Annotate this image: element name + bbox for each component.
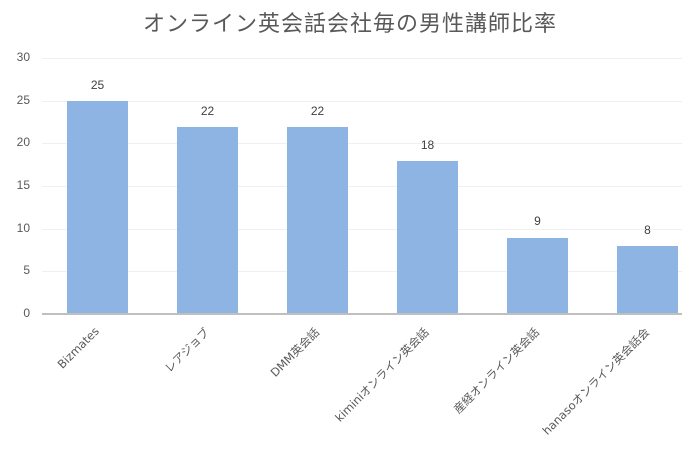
bar-dmm [287,127,348,314]
data-label-dmm: 22 [310,104,325,118]
bar-sankei [507,238,568,314]
gridline-30 [42,58,682,59]
data-label-rarejob: 22 [200,104,215,118]
gridline-15 [42,186,682,187]
y-tick-30: 30 [16,50,30,64]
x-label-dmm: DMM英会話 [267,325,322,380]
data-label-hanaso: 8 [644,223,651,237]
x-label-bizmates: Bizmates [54,324,102,372]
x-label-sankei: 産経オンライン英会話 [450,325,542,417]
data-label-bizmates: 25 [90,78,105,92]
bar-hanaso [617,246,678,314]
y-tick-15: 15 [16,178,30,192]
x-label-hanaso: hanasoオンライン英会話会 [539,325,652,438]
y-tick-20: 20 [16,135,30,149]
chart-title: オンライン英会話会社毎の男性講師比率 [142,12,557,37]
gridline-25 [42,101,682,102]
x-label-rarejob: レアジョブ [161,325,212,376]
gridline-10 [42,229,682,230]
gridline-20 [42,143,682,144]
gridline-5 [42,271,682,272]
data-label-sankei: 9 [534,214,541,228]
y-tick-10: 10 [16,221,30,235]
y-tick-0: 0 [23,306,30,320]
bar-rarejob [177,127,238,314]
y-tick-25: 25 [16,93,30,107]
data-label-kimini: 18 [420,138,435,152]
bar-kimini [397,161,458,314]
y-tick-5: 5 [23,263,30,277]
x-label-kimini: kiminiオンライン英会話 [332,325,432,425]
x-axis-line [42,313,682,315]
bar-bizmates [67,101,128,314]
